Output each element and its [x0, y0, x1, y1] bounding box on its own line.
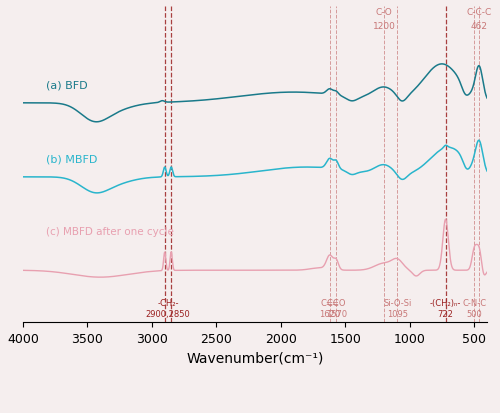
- Text: 722: 722: [438, 309, 454, 318]
- Text: C-N-C: C-N-C: [462, 299, 486, 307]
- Text: 1095: 1095: [387, 309, 408, 318]
- Text: (c) MBFD after one cycle: (c) MBFD after one cycle: [46, 226, 174, 237]
- Text: (a) BFD: (a) BFD: [46, 81, 88, 91]
- Text: C-O: C-O: [376, 8, 392, 17]
- Text: (b) MBFD: (b) MBFD: [46, 154, 98, 164]
- X-axis label: Wavenumber(cm⁻¹): Wavenumber(cm⁻¹): [186, 350, 324, 364]
- Text: Si-O-Si: Si-O-Si: [384, 299, 411, 307]
- Text: -(CH₂)ₙ-: -(CH₂)ₙ-: [430, 299, 462, 307]
- Text: -CH₂-: -CH₂-: [157, 299, 178, 307]
- Text: 1200: 1200: [372, 21, 396, 31]
- Text: C=O: C=O: [326, 299, 346, 307]
- Text: C-C-C: C-C-C: [466, 8, 491, 17]
- Text: 1620: 1620: [319, 309, 340, 318]
- Text: 1570: 1570: [326, 309, 347, 318]
- Text: 500: 500: [466, 309, 482, 318]
- Text: C=C: C=C: [320, 299, 339, 307]
- Text: 2900,2850: 2900,2850: [146, 309, 190, 318]
- Text: 462: 462: [470, 21, 488, 31]
